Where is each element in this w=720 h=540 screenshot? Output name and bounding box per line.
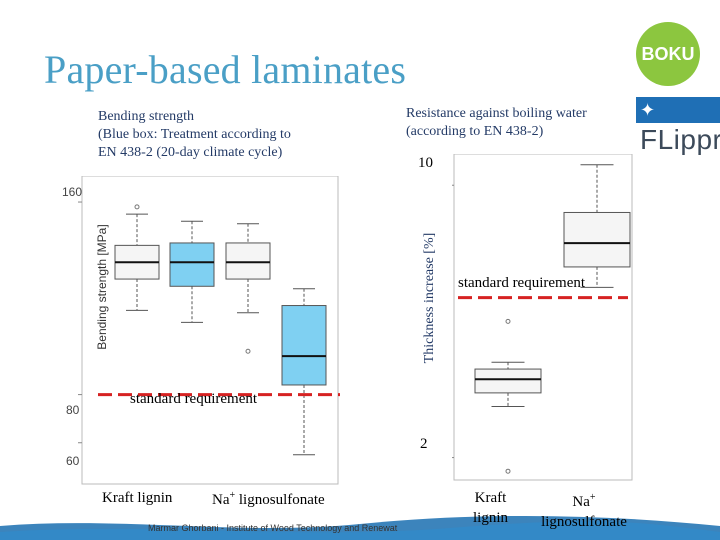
left-caption: Bending strength (Blue box: Treatment ac… [98,108,358,162]
right-tick-2: 2 [420,436,428,452]
boku-logo: BOKU [636,22,700,86]
right-category-2: Na+ lignosulfonate [530,488,638,532]
left-category-1: Kraft lignin [102,490,173,506]
right-standard-label: standard requirement [458,275,586,291]
flippr-logo: FLippr [640,124,720,155]
box-outlier [505,318,511,324]
box-outlier [245,348,251,354]
left-tick-160: 160 [62,185,83,199]
box-body [563,211,631,268]
right-category-1a: Kraft [474,490,507,506]
left-caption-line3: EN 438-2 (20-day climate cycle) [98,145,283,160]
box-body [474,368,542,394]
slide-number: 11 [664,510,675,521]
left-ylabel: Bending strength [MPa] [95,224,109,350]
right-caption-line1: Resistance against boiling water [406,106,587,121]
left-category-2-rest: lignosulfonate [235,492,325,508]
right-category-1: Kraft lignin [473,488,508,528]
plot-frame [453,154,633,481]
logo-mark-icon: ✦ [640,100,656,121]
right-category-2b: lignosulfonate [541,514,627,530]
logo-band [636,97,720,123]
right-category-1b: lignin [473,510,509,526]
left-standard-label: standard requirement [130,391,258,407]
left-tick-80: 80 [66,403,80,417]
box-outlier [134,204,140,210]
right-ylabel: Thickness increase [%] [422,232,437,364]
left-caption-line2: (Blue box: Treatment according to [98,127,291,142]
left-caption-line1: Bending strength [98,109,195,124]
footer-text: Marmar Ghorbani - Institute of Wood Tech… [148,523,398,533]
bending-strength-chart [78,176,340,485]
left-category-2: Na+ lignosulfonate [212,490,325,509]
right-caption: Resistance against boiling water (accord… [406,105,636,141]
box-outlier [505,468,511,474]
right-category-2a-wrap: Na+ [530,488,638,512]
right-caption-line2: (according to EN 438-2) [406,124,544,139]
left-category-2-sup: + [229,490,236,501]
right-category-2a: Na [572,494,590,510]
left-category-2-na: Na [212,492,230,508]
slide-title: Paper-based laminates [44,47,407,92]
thickness-increase-chart [452,154,633,481]
right-category-2-sup: + [589,492,596,503]
footer-wave [0,515,720,540]
boku-logo-text: BOKU [641,43,695,64]
box-body [281,305,327,386]
box-body [225,242,271,280]
left-tick-60: 60 [66,454,80,468]
right-tick-10: 10 [418,155,433,171]
box-body [169,242,215,287]
